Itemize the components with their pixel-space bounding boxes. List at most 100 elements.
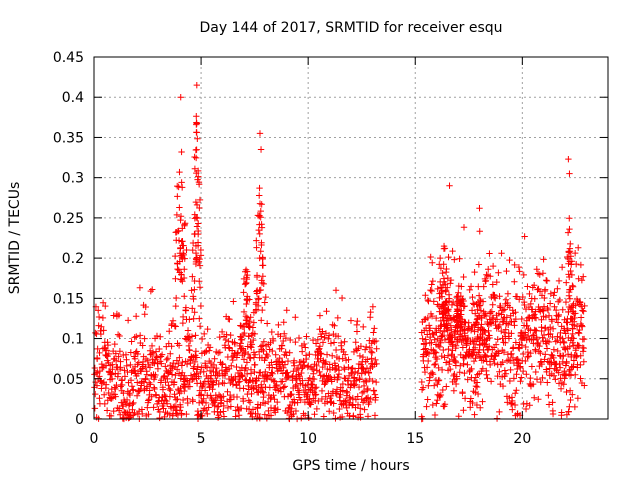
data-point bbox=[550, 346, 558, 353]
data-point bbox=[464, 376, 471, 383]
data-point bbox=[225, 365, 233, 373]
data-point bbox=[181, 220, 189, 227]
data-point bbox=[476, 341, 483, 348]
data-point bbox=[539, 306, 546, 314]
y-tick-label: 0.15 bbox=[53, 291, 84, 307]
data-point bbox=[290, 368, 297, 375]
data-point bbox=[567, 253, 575, 260]
data-point bbox=[168, 371, 176, 378]
data-point bbox=[121, 373, 129, 380]
data-point bbox=[577, 314, 585, 321]
data-point bbox=[258, 279, 266, 287]
data-point bbox=[131, 409, 138, 417]
data-point bbox=[164, 375, 171, 383]
data-point bbox=[97, 330, 105, 338]
data-point bbox=[149, 286, 156, 293]
data-point bbox=[478, 314, 485, 321]
data-point bbox=[371, 391, 379, 398]
data-point bbox=[570, 357, 578, 364]
data-point bbox=[575, 330, 583, 337]
data-point bbox=[196, 284, 204, 291]
data-point bbox=[107, 412, 115, 420]
data-point bbox=[424, 349, 431, 357]
data-point bbox=[240, 385, 247, 392]
data-point bbox=[436, 254, 444, 262]
data-point bbox=[172, 275, 179, 282]
data-point bbox=[224, 404, 232, 412]
data-point bbox=[194, 363, 201, 370]
data-point bbox=[218, 361, 226, 368]
data-point bbox=[548, 351, 555, 358]
data-point bbox=[218, 328, 226, 336]
data-point bbox=[506, 256, 513, 264]
data-point bbox=[132, 313, 140, 320]
data-point bbox=[258, 201, 265, 208]
data-point bbox=[522, 357, 529, 365]
data-point bbox=[213, 377, 220, 384]
data-point bbox=[325, 372, 332, 380]
data-point bbox=[533, 376, 541, 383]
data-point bbox=[318, 395, 326, 403]
data-point bbox=[486, 250, 493, 257]
data-point bbox=[447, 322, 454, 329]
data-point bbox=[567, 396, 574, 404]
data-point bbox=[576, 299, 584, 306]
x-tick-label: 20 bbox=[513, 431, 531, 447]
data-point bbox=[189, 293, 197, 300]
data-point bbox=[184, 327, 192, 334]
data-point bbox=[300, 340, 308, 348]
data-point bbox=[489, 301, 496, 308]
data-point bbox=[451, 353, 458, 361]
data-point bbox=[117, 411, 124, 418]
data-point bbox=[447, 276, 455, 284]
data-point bbox=[551, 289, 558, 296]
data-point bbox=[101, 400, 109, 408]
data-point bbox=[446, 182, 453, 189]
data-point bbox=[354, 369, 361, 377]
data-point bbox=[216, 333, 223, 341]
data-point bbox=[269, 337, 277, 345]
data-point bbox=[339, 387, 347, 394]
data-point bbox=[424, 314, 432, 322]
data-point bbox=[237, 333, 244, 340]
data-point bbox=[518, 315, 525, 323]
data-point bbox=[191, 153, 198, 161]
data-point bbox=[341, 374, 348, 382]
data-point bbox=[501, 329, 508, 336]
data-point bbox=[485, 327, 492, 335]
data-point bbox=[439, 269, 446, 277]
data-point bbox=[347, 384, 354, 391]
data-point bbox=[574, 341, 581, 349]
data-point bbox=[280, 364, 287, 372]
data-point bbox=[456, 369, 463, 376]
data-point bbox=[541, 286, 549, 293]
data-point bbox=[298, 365, 306, 372]
data-point bbox=[515, 296, 523, 303]
data-point bbox=[446, 332, 453, 340]
data-point bbox=[441, 336, 449, 344]
data-point bbox=[179, 225, 186, 232]
data-point bbox=[276, 363, 284, 370]
data-point bbox=[566, 170, 573, 177]
data-point bbox=[177, 94, 184, 101]
data-point bbox=[205, 404, 212, 411]
data-point bbox=[157, 333, 164, 340]
data-point bbox=[126, 391, 134, 399]
data-point bbox=[555, 380, 563, 387]
data-point bbox=[330, 409, 337, 417]
data-point bbox=[565, 155, 572, 163]
data-point bbox=[195, 220, 202, 227]
data-point bbox=[205, 347, 213, 354]
data-point bbox=[501, 306, 508, 313]
data-point bbox=[522, 405, 530, 413]
data-point bbox=[471, 328, 478, 335]
data-point bbox=[561, 327, 568, 334]
data-point bbox=[259, 255, 266, 263]
data-point bbox=[327, 340, 335, 347]
data-point bbox=[241, 281, 249, 288]
data-point bbox=[248, 409, 255, 417]
data-point bbox=[436, 294, 443, 302]
data-point bbox=[243, 296, 250, 303]
data-point bbox=[359, 353, 367, 361]
data-point bbox=[543, 277, 551, 285]
